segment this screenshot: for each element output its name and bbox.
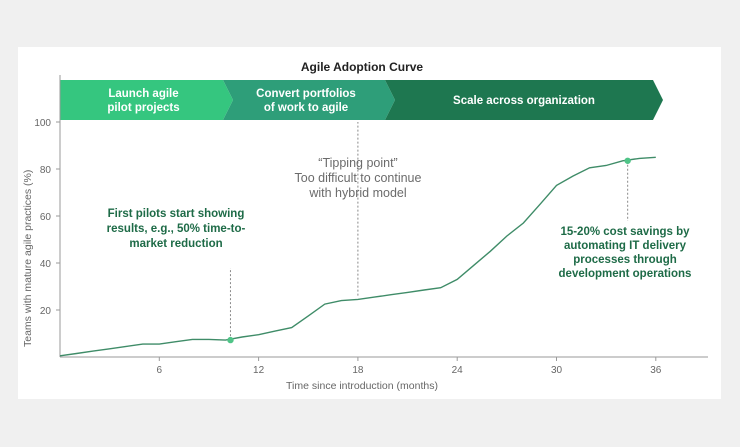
phase-label: of work to agile — [264, 102, 348, 114]
data-point-marker — [227, 336, 234, 344]
annotation-text: First pilots start showing — [108, 208, 245, 220]
y-tick-label: 80 — [40, 165, 52, 176]
x-tick-label: 30 — [551, 365, 563, 376]
y-tick-label: 20 — [40, 306, 52, 317]
annotation-text: results, e.g., 50% time-to- — [107, 223, 246, 235]
chart-title: Agile Adoption Curve — [301, 60, 424, 74]
phase-label: Launch agile — [108, 88, 178, 100]
phase-banner-segment — [223, 80, 395, 120]
x-tick-label: 24 — [452, 365, 464, 376]
y-tick-label: 100 — [34, 118, 51, 129]
chart-card: Agile Adoption Curve Launch agile pilot pr… — [18, 47, 721, 399]
chart: Agile Adoption Curve Launch agile pilot pr… — [22, 60, 708, 392]
phase-label: Convert portfolios — [256, 88, 356, 100]
annotation-text: processes through — [573, 254, 677, 266]
x-tick-label: 36 — [650, 365, 662, 376]
phase-label: Scale across organization — [453, 95, 595, 107]
phase-banner-segment — [60, 80, 233, 120]
x-tick-label: 18 — [352, 365, 364, 376]
x-tick-label: 6 — [157, 365, 163, 376]
annotation-text: development operations — [559, 268, 692, 280]
y-axis-label: Teams with mature agile practices (%) — [22, 170, 34, 347]
annotation-text: 15-20% cost savings by — [560, 226, 690, 238]
y-tick-label: 60 — [40, 212, 52, 223]
phase-label: pilot projects — [107, 102, 179, 114]
phase-banner-segment — [385, 80, 663, 120]
annotation-text: with hybrid model — [308, 186, 406, 200]
data-point-marker — [624, 157, 631, 164]
series-line — [59, 156, 656, 357]
annotation-text: “Tipping point” — [318, 156, 397, 170]
y-tick-label: 40 — [40, 259, 52, 270]
annotation-text: Too difficult to continue — [295, 171, 422, 185]
x-axis-label: Time since introduction (months) — [286, 380, 438, 392]
x-tick-label: 12 — [253, 365, 265, 376]
annotation-text: market reduction — [129, 238, 222, 250]
annotation-text: automating IT delivery — [564, 240, 687, 252]
